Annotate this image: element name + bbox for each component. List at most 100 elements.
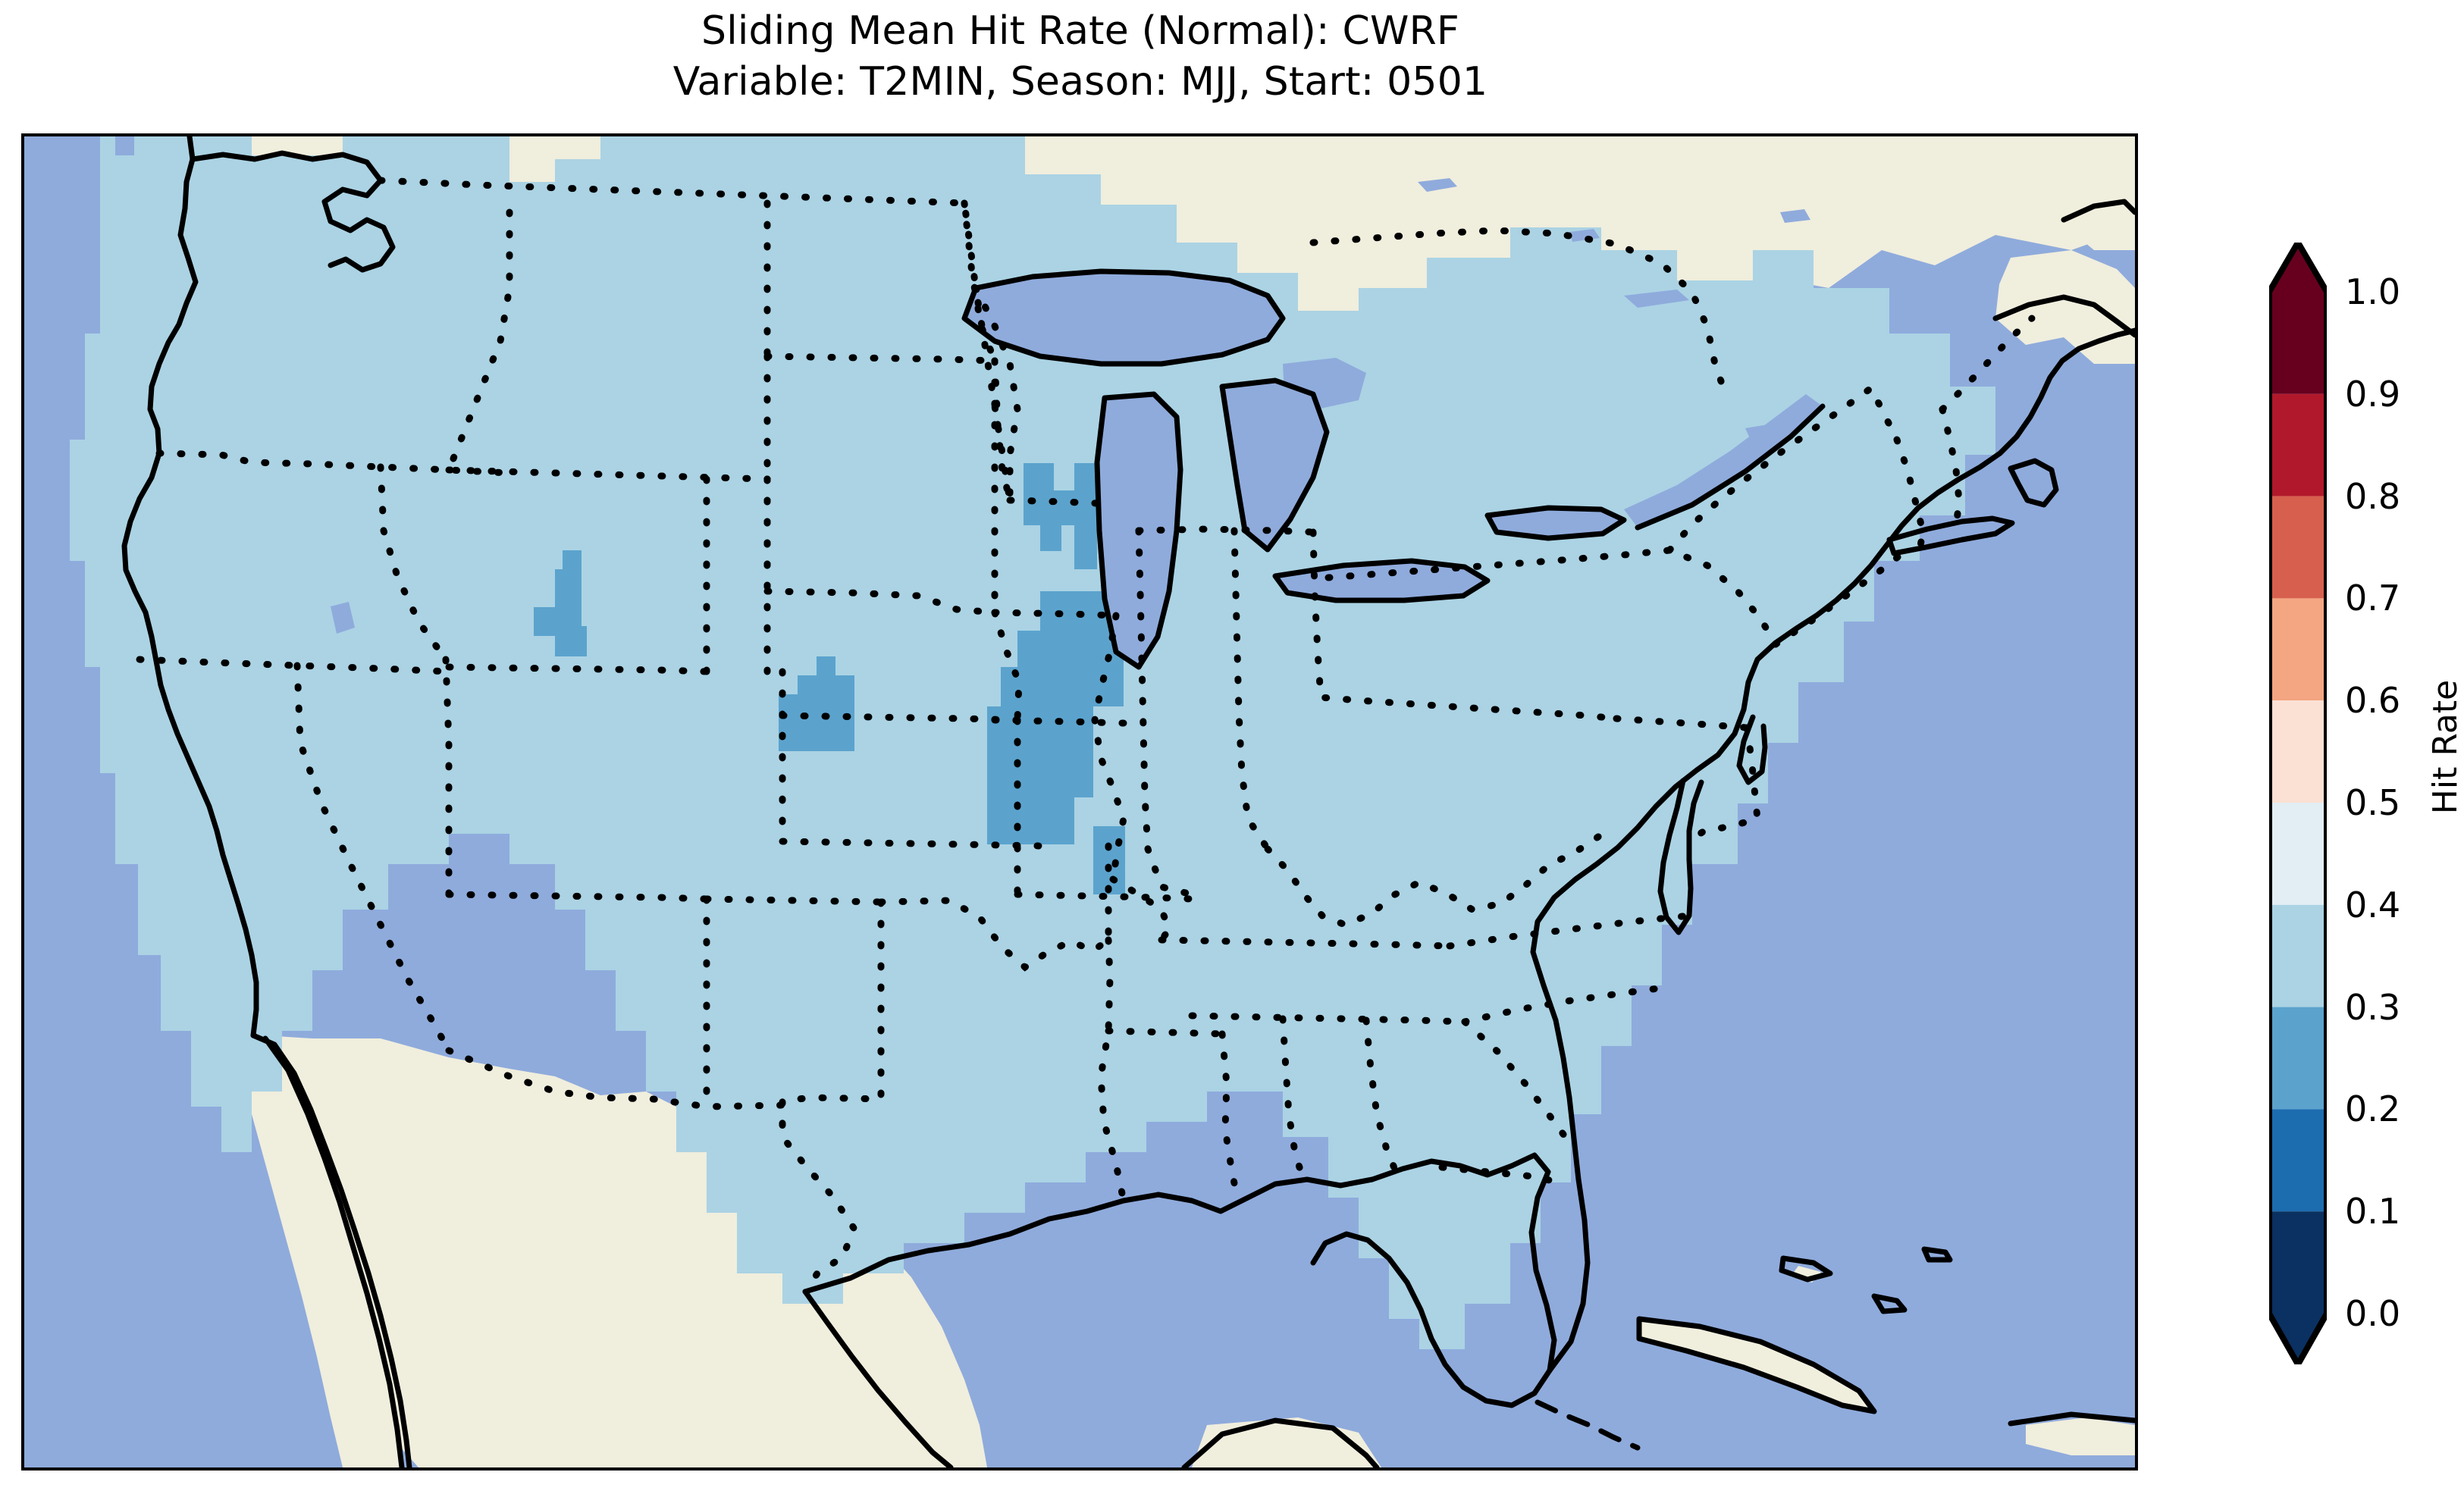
lake-huron [1222,381,1327,550]
border-co-nm [703,895,885,906]
coastline-cuba [1636,1316,1877,1414]
coastline-delaware-bay [1736,714,1768,785]
colorbar-band-0.7-0.8 [2269,496,2327,599]
colorbar-tick-label-0p4: 0.4 [2345,884,2401,926]
shoreline-lake-huron [1219,377,1330,553]
border-canada-ontario [1309,227,1729,398]
border-md-de [1685,724,1761,845]
shoreline-st-lawrence [1635,403,1826,531]
georgian-bay [1283,358,1366,409]
coastline-yucatan [1181,1417,1380,1467]
border-mo-il-south [1109,875,1174,944]
colorbar-extend-under [2269,1314,2327,1364]
coastline-atlantic [1530,327,2135,1373]
colorbar-axis-label-wrap: Hit Rate [2423,0,2464,1494]
border-id-mt [445,208,513,474]
border-nc-va [1446,912,1693,950]
border-or-id [377,463,450,663]
title-line-1: Sliding Mean Hit Rate (Normal): CWRF [701,8,1460,54]
coastline-bahamas-2 [1871,1293,1908,1314]
coastline-chesapeake [1657,778,1704,935]
map-panel [21,133,2138,1471]
st-lawrence-river [1624,394,1823,528]
colorbar-band-0.3-0.4 [2269,904,2327,1007]
border-in-oh [1230,527,1271,853]
maritimes-landmass [1995,250,2135,364]
inland-lake-3 [1624,290,1689,308]
border-nm-tx [779,898,885,1141]
colorbar-band-0.0-0.1 [2269,1211,2327,1314]
border-mi-wi-lake [972,284,1021,504]
shoreline-lake-ontario [1484,505,1627,541]
coastline-mexico-east [802,1289,954,1467]
figure-title: Sliding Mean Hit Rate (Normal): CWRF Var… [0,6,2161,107]
border-pa-md [1613,715,1751,731]
colorbar-tick-label-1p0: 1.0 [2345,271,2401,312]
coastline-florida-keys [1535,1399,1641,1451]
border-nd-sd [763,352,998,365]
colorbar-band-0.5-0.6 [2269,700,2327,803]
border-sc-nc [1461,983,1673,1026]
inland-lake-1 [1418,178,1457,192]
mexico-landmass [252,1035,987,1467]
border-ny-canada [1666,383,1901,554]
colorbar-axis-label: Hit Rate [2426,679,2464,815]
shoreline-lake-erie [1272,558,1491,603]
border-sd-ne [763,587,998,616]
border-ia-mn [991,609,1120,619]
border-ok-tx [877,897,1112,972]
colorbar-band-0.8-0.9 [2269,393,2327,496]
colorbar-tick-label-0p5: 0.5 [2345,782,2401,823]
border-ne-ks [779,712,1021,724]
border-ut-az [445,891,710,903]
cuba-landmass [1639,1319,1874,1410]
border-ar-la [1105,1027,1226,1038]
colorbar-tick-label-0p0: 0.0 [2345,1293,2401,1334]
state-borders [136,177,2036,1295]
lake-ontario [1487,508,1624,538]
border-us-mexico [445,1047,858,1295]
coastline-bahamas-3 [1921,1246,1953,1263]
lake-superior [964,271,1283,364]
coastline-baja [250,1032,412,1467]
border-ny-vt-nh [1772,548,1908,648]
coastline-long-island [1886,515,2015,556]
colorbar-tick-label-0p9: 0.9 [2345,373,2401,415]
coastline-newfoundland [2061,199,2135,223]
border-ne-ia-mo [991,609,1023,724]
colorbar-tick-labels: 1.0 0.9 0.8 0.7 0.6 0.5 0.4 0.3 0.2 0.1 … [2345,243,2459,1364]
great-salt-lake [331,602,355,634]
border-me-canada [1939,315,2036,413]
border-il-in [1135,527,1196,898]
border-ga-fl [1438,1164,1556,1185]
coastline-bahamas [1779,1255,1833,1283]
colorbar-tick-label-0p8: 0.8 [2345,475,2401,517]
colorbar-band-0.2-0.3 [2269,1007,2327,1110]
colorbar-band-0.4-0.5 [2269,803,2327,905]
coastline-maritimes [1992,294,2135,338]
coastline-pacific [121,136,259,1038]
colorbar-extend-over [2269,243,2327,292]
colorbar-band-0.6-0.7 [2269,598,2327,701]
border-wa-or [155,449,513,477]
border-il-ia [1091,612,1127,883]
colorbar-svg [2269,243,2327,1364]
colorbar-tick-label-0p6: 0.6 [2345,680,2401,722]
border-ky-tn [1158,936,1453,950]
colorbar-tick-label-0p2: 0.2 [2345,1088,2401,1130]
border-ga-sc [1461,1018,1575,1148]
title-line-2: Variable: T2MIN, Season: MJJ, Start: 050… [672,58,1488,105]
coastline-puget-sound [190,150,396,273]
border-us-canada-49 [377,177,980,292]
coastline-hispaniola [2008,1411,2135,1427]
inland-lake-4 [1780,209,1810,223]
colorbar-tick-label-0p3: 0.3 [2345,986,2401,1028]
inland-lake-5 [1745,424,1774,438]
map-canvas [24,136,2135,1467]
coastline-gulf [802,1152,1557,1408]
border-nh-me [1939,406,1963,531]
border-pa-ny [1324,547,1779,648]
coastline-gulf-of-california [262,1035,405,1467]
border-tn-al-ga [1188,1012,1469,1026]
